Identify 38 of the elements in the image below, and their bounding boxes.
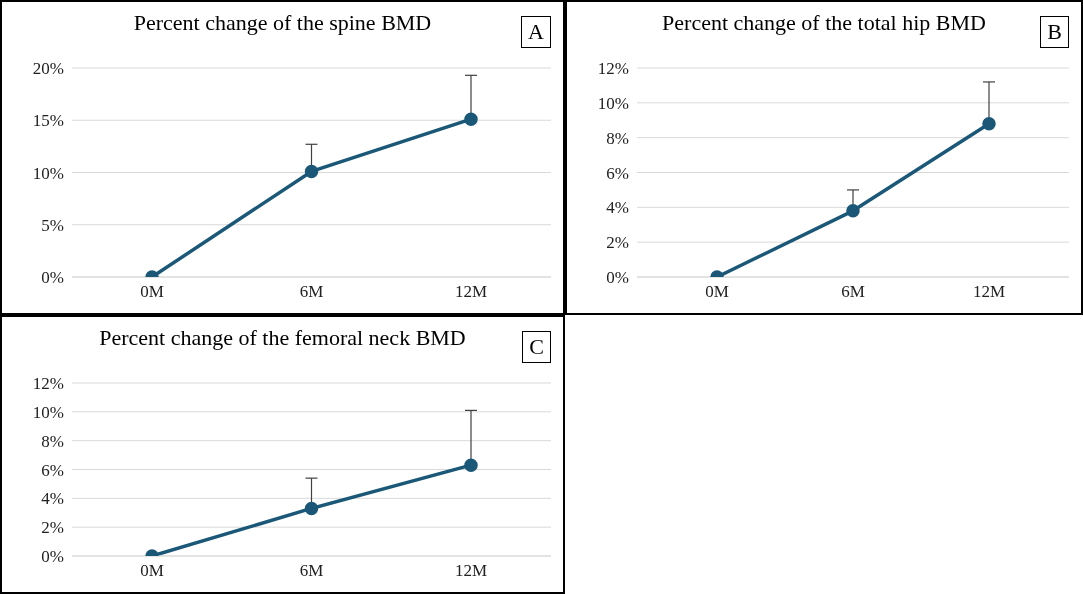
y-tick-label: 5% — [41, 215, 64, 235]
y-tick-label: 4% — [606, 198, 629, 218]
text: C — [522, 331, 551, 363]
chart-title: Percent change of the femoral neck BMD — [98, 325, 467, 351]
y-tick-label: 8% — [41, 431, 64, 451]
text: A — [521, 16, 551, 48]
y-tick-label: 12% — [597, 59, 629, 79]
point — [304, 501, 319, 516]
point — [464, 458, 478, 472]
y-tick-label: 10% — [32, 402, 64, 422]
x-tick-label: 6M — [841, 282, 865, 302]
point — [304, 164, 319, 179]
y-tick-label: 2% — [41, 518, 64, 538]
y-tick-label: 0% — [41, 268, 64, 288]
chart-title: Percent change of the spine BMD — [132, 10, 433, 36]
y-tick-label: 20% — [32, 59, 64, 79]
y-tick-label: 2% — [606, 233, 629, 253]
y-tick-label: 8% — [606, 128, 629, 148]
x-tick-label: 0M — [140, 561, 164, 581]
y-tick-label: 12% — [32, 374, 64, 394]
x-tick-label: 0M — [140, 282, 164, 302]
chart-title: Percent change of the total hip BMD — [661, 10, 987, 36]
x-tick-label: 6M — [299, 561, 324, 581]
x-tick-label: 12M — [454, 561, 488, 581]
point — [464, 112, 478, 126]
x-tick-label: 6M — [299, 282, 324, 302]
text: B — [1040, 16, 1069, 48]
y-tick-label: 6% — [41, 460, 64, 480]
x-tick-label: 12M — [454, 282, 488, 302]
y-tick-label: 10% — [32, 163, 64, 183]
y-tick-label: 0% — [606, 268, 629, 288]
x-tick-label: 12M — [972, 282, 1006, 302]
x-tick-label: 0M — [705, 282, 729, 302]
y-tick-label: 10% — [597, 93, 629, 113]
y-tick-label: 4% — [41, 489, 64, 509]
y-tick-label: 15% — [32, 111, 64, 131]
y-tick-label: 0% — [41, 547, 64, 567]
y-tick-label: 6% — [606, 163, 629, 183]
